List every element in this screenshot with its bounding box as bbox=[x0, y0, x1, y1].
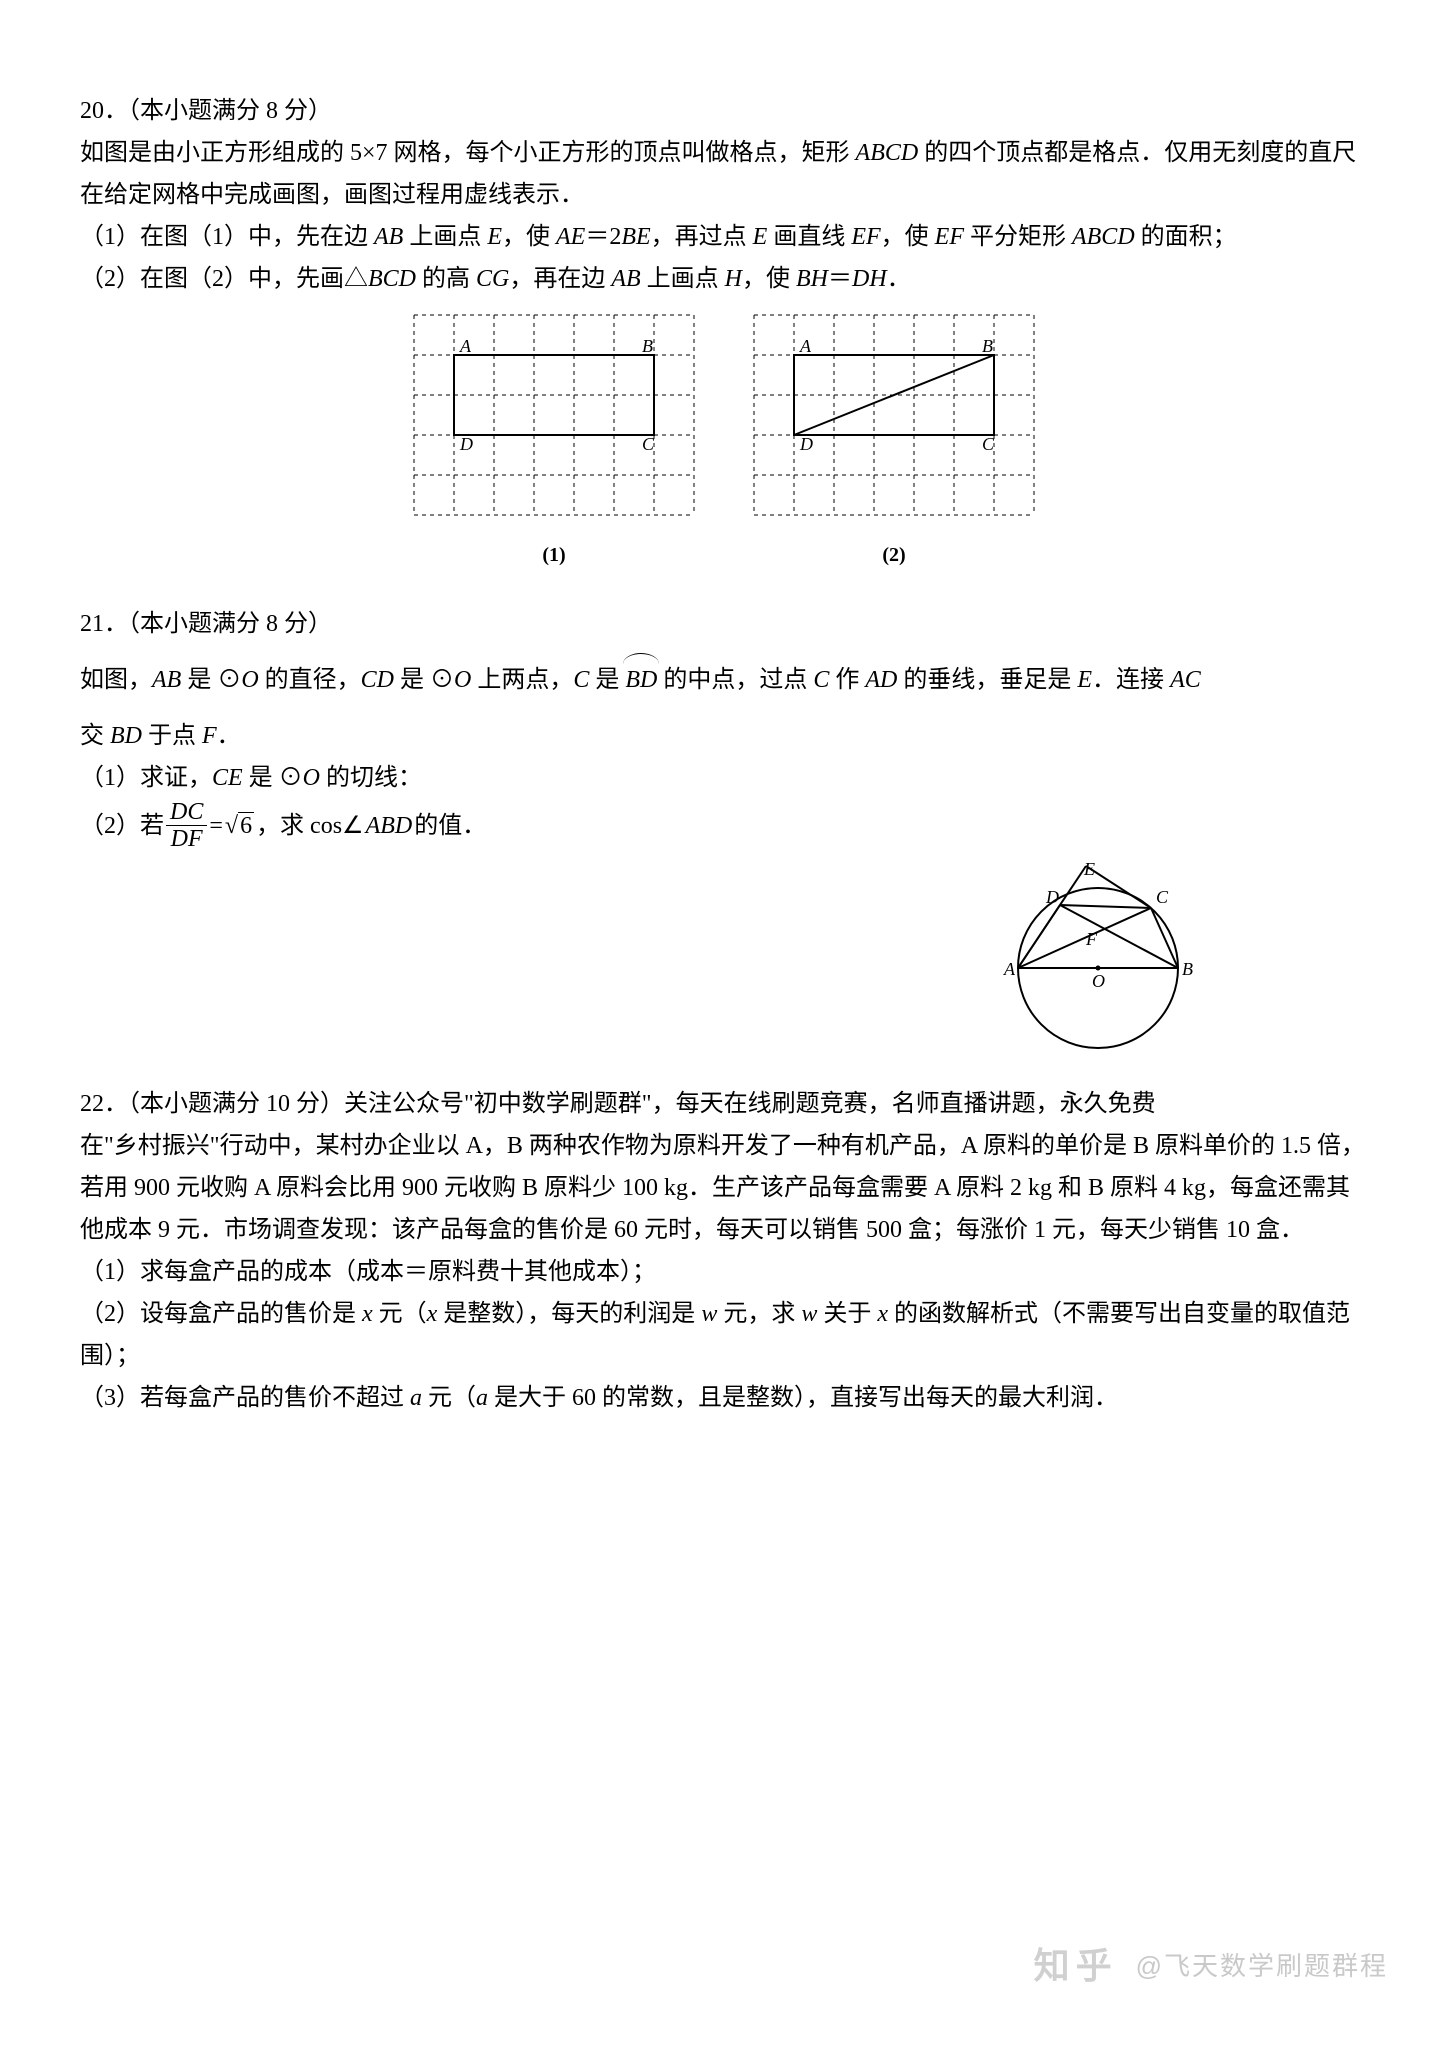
grid-1-block: A B C D (1) bbox=[404, 310, 704, 573]
problem-21-line2: 交 BD 于点 F． bbox=[80, 715, 1368, 757]
problem-22: 22．（本小题满分 10 分）关注公众号"初中数学刷题群"，每天在线刷题竞赛，名… bbox=[80, 1083, 1368, 1419]
problem-22-part3: （3）若每盒产品的售价不超过 a 元（a 是大于 60 的常数，且是整数），直接… bbox=[80, 1377, 1368, 1419]
problem-number: 22 bbox=[80, 1091, 104, 1117]
grid-1-label: (1) bbox=[404, 538, 704, 573]
problem-22-header: 22．（本小题满分 10 分）关注公众号"初中数学刷题群"，每天在线刷题竞赛，名… bbox=[80, 1083, 1368, 1125]
problem-20-grids: A B C D (1) A B C D bbox=[80, 310, 1368, 573]
circle-svg: A B C D E F O bbox=[988, 863, 1208, 1053]
grid-2-label: (2) bbox=[744, 538, 1044, 573]
svg-text:C: C bbox=[642, 434, 655, 454]
problem-22-body: 在"乡村振兴"行动中，某村办企业以 A，B 两种农作物为原料开发了一种有机产品，… bbox=[80, 1125, 1368, 1251]
fraction-dc-df: DC DF bbox=[166, 799, 207, 853]
svg-text:D: D bbox=[1045, 887, 1059, 907]
svg-text:B: B bbox=[982, 336, 993, 356]
watermark-text: @飞天数学刷题群程 bbox=[1136, 1944, 1388, 1990]
grid-2-svg: A B C D bbox=[744, 310, 1044, 520]
svg-text:C: C bbox=[982, 434, 995, 454]
svg-text:B: B bbox=[642, 336, 653, 356]
problem-21: 21．（本小题满分 8 分） 如图，AB 是 ⊙O 的直径，CD 是 ⊙O 上两… bbox=[80, 603, 1368, 1053]
problem-21-header: 21．（本小题满分 8 分） bbox=[80, 603, 1368, 645]
problem-21-figure: A B C D E F O bbox=[80, 863, 1368, 1053]
problem-22-part1: （1）求每盒产品的成本（成本＝原料费十其他成本）； bbox=[80, 1251, 1368, 1293]
svg-text:A: A bbox=[459, 336, 472, 356]
svg-text:D: D bbox=[799, 434, 813, 454]
zhihu-logo: 知乎 bbox=[1034, 1935, 1118, 1998]
problem-20-header: 20．（本小题满分 8 分） bbox=[80, 90, 1368, 132]
grid-2-block: A B C D (2) bbox=[744, 310, 1044, 573]
arc-bd: BD bbox=[625, 659, 657, 701]
problem-21-part2: （2）若 DC DF = √6 ，求 cos∠ABD 的值． bbox=[80, 799, 1368, 853]
svg-text:F: F bbox=[1085, 929, 1098, 949]
problem-20-body: 如图是由小正方形组成的 5×7 网格，每个小正方形的顶点叫做格点，矩形 ABCD… bbox=[80, 132, 1368, 216]
svg-text:D: D bbox=[459, 434, 473, 454]
svg-text:A: A bbox=[799, 336, 812, 356]
problem-20-part1: （1）在图（1）中，先在边 AB 上画点 E，使 AE＝2BE，再过点 E 画直… bbox=[80, 216, 1368, 258]
problem-20: 20．（本小题满分 8 分） 如图是由小正方形组成的 5×7 网格，每个小正方形… bbox=[80, 90, 1368, 573]
svg-text:B: B bbox=[1182, 959, 1193, 979]
sqrt-6: √6 bbox=[225, 805, 254, 847]
problem-22-part2: （2）设每盒产品的售价是 x 元（x 是整数），每天的利润是 w 元，求 w 关… bbox=[80, 1293, 1368, 1377]
svg-text:O: O bbox=[1092, 971, 1105, 991]
problem-21-line1: 如图，AB 是 ⊙O 的直径，CD 是 ⊙O 上两点，C 是 BD 的中点，过点… bbox=[80, 659, 1368, 701]
problem-number: 20 bbox=[80, 98, 104, 124]
problem-21-part1: （1）求证，CE 是 ⊙O 的切线： bbox=[80, 757, 1368, 799]
problem-20-part2: （2）在图（2）中，先画△BCD 的高 CG，再在边 AB 上画点 H，使 BH… bbox=[80, 258, 1368, 300]
exam-page: 20．（本小题满分 8 分） 如图是由小正方形组成的 5×7 网格，每个小正方形… bbox=[0, 0, 1448, 2048]
svg-text:E: E bbox=[1083, 863, 1095, 879]
svg-text:A: A bbox=[1003, 959, 1016, 979]
problem-number: 21 bbox=[80, 611, 104, 637]
svg-text:C: C bbox=[1156, 887, 1169, 907]
watermark: 知乎 @飞天数学刷题群程 bbox=[1034, 1935, 1388, 1998]
grid-1-svg: A B C D bbox=[404, 310, 704, 520]
